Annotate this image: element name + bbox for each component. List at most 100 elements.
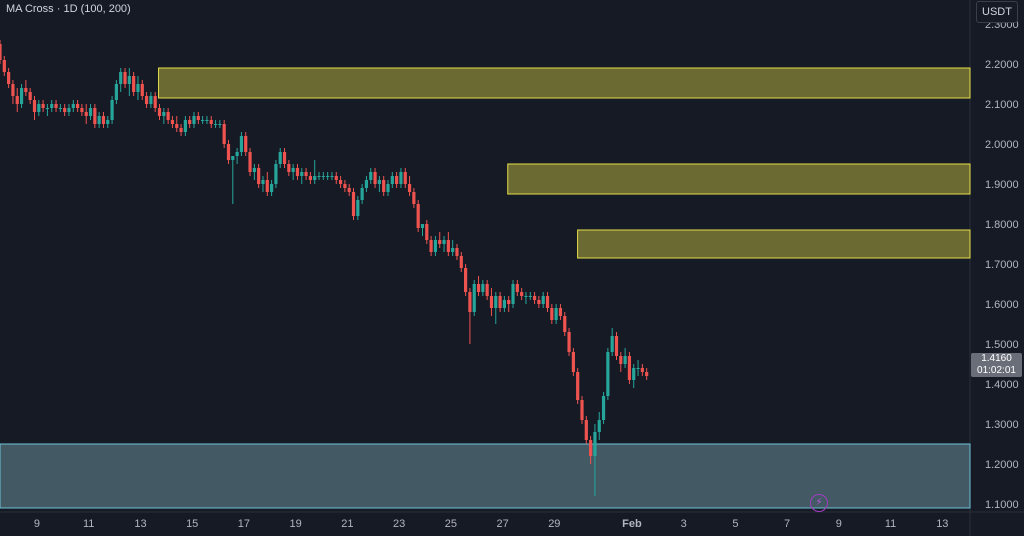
candle-body — [541, 296, 545, 304]
candle-body — [179, 128, 183, 132]
candle-body — [623, 356, 627, 364]
candle-body — [446, 240, 450, 252]
candle — [347, 184, 351, 196]
candle — [550, 304, 554, 324]
candle-body — [563, 316, 567, 332]
candle — [438, 232, 442, 248]
y-tick-label: 1.3000 — [985, 419, 1019, 431]
candle-body — [110, 100, 114, 120]
candle — [407, 176, 412, 196]
candle-body — [239, 136, 244, 152]
candle-body — [593, 432, 597, 456]
y-tick-label: 2.2000 — [985, 59, 1019, 71]
candle-body — [502, 300, 506, 308]
candle-body — [373, 172, 377, 184]
candle-body — [420, 224, 425, 228]
x-tick-label: 13 — [134, 518, 146, 530]
x-tick-label: 21 — [341, 518, 353, 530]
candle — [88, 104, 93, 120]
candle-body — [567, 332, 571, 352]
candle-body — [127, 76, 131, 84]
candle — [101, 112, 106, 128]
candle-body — [395, 176, 399, 184]
candle-body — [32, 100, 37, 112]
candle — [554, 304, 558, 324]
candle-body — [291, 168, 295, 172]
candle-body — [356, 200, 360, 216]
candle-body — [640, 368, 644, 372]
x-tick-label: 19 — [290, 518, 302, 530]
candles-layer — [0, 40, 649, 496]
candle-body — [93, 108, 97, 124]
candle — [481, 280, 485, 296]
y-tick-label: 1.8000 — [985, 219, 1019, 231]
candle — [114, 80, 118, 104]
candle-body — [528, 296, 532, 297]
candle-body — [101, 116, 106, 124]
candle-body — [19, 88, 24, 104]
supply-zone-2 — [507, 163, 971, 195]
candle-countdown: 01:02:01 — [977, 365, 1016, 376]
candle — [50, 100, 54, 112]
x-tick-label: Feb — [622, 518, 642, 530]
supply-zone-1 — [158, 67, 971, 99]
candle-body — [399, 172, 403, 184]
candle — [420, 224, 425, 236]
candle — [606, 348, 610, 400]
candle-body — [429, 240, 433, 252]
candle — [231, 156, 235, 204]
candle — [19, 84, 24, 108]
candle-body — [576, 372, 580, 400]
candle — [364, 176, 369, 192]
candle — [261, 176, 265, 192]
candle-body — [270, 184, 274, 192]
candle — [576, 368, 580, 404]
candle-body — [153, 96, 157, 108]
candle-body — [274, 164, 278, 184]
candle-body — [144, 96, 149, 104]
candle-body — [235, 152, 239, 156]
candle — [356, 196, 360, 220]
candle-body — [123, 72, 127, 84]
candle — [196, 112, 200, 124]
candle-body — [97, 116, 101, 124]
candle-body — [58, 108, 62, 109]
candle — [442, 236, 446, 252]
candle — [106, 116, 110, 128]
candle-body — [494, 296, 498, 308]
candle-body — [50, 104, 54, 108]
candle — [287, 160, 291, 176]
x-tick-label: 9 — [836, 518, 842, 530]
candle — [351, 188, 356, 220]
candle — [0, 40, 2, 64]
candle — [468, 288, 472, 344]
currency-badge[interactable]: USDT — [976, 1, 1018, 23]
candle — [11, 80, 15, 104]
candle-body — [196, 116, 200, 120]
candle-body — [106, 120, 110, 124]
candle — [433, 236, 438, 256]
lightning-bolt-icon[interactable]: ⚡ — [810, 494, 828, 512]
candle — [498, 292, 502, 312]
candle — [446, 232, 450, 256]
candle — [485, 280, 489, 300]
x-tick-label: 5 — [732, 518, 738, 530]
candle-body — [468, 292, 472, 312]
candle — [623, 348, 627, 368]
candle-body — [407, 184, 412, 192]
candle-body — [226, 144, 231, 160]
candle — [507, 296, 511, 312]
x-tick-label: 3 — [681, 518, 687, 530]
candle-body — [472, 284, 476, 312]
candle-body — [248, 152, 252, 172]
candle — [640, 364, 644, 376]
indicator-label[interactable]: MA Cross · 1D (100, 200) — [6, 3, 131, 15]
candle — [326, 172, 330, 180]
candle — [528, 292, 532, 300]
candle — [515, 280, 519, 296]
supply-zone-3 — [577, 229, 971, 259]
candle — [338, 176, 343, 188]
y-tick-label: 1.5000 — [985, 339, 1019, 351]
